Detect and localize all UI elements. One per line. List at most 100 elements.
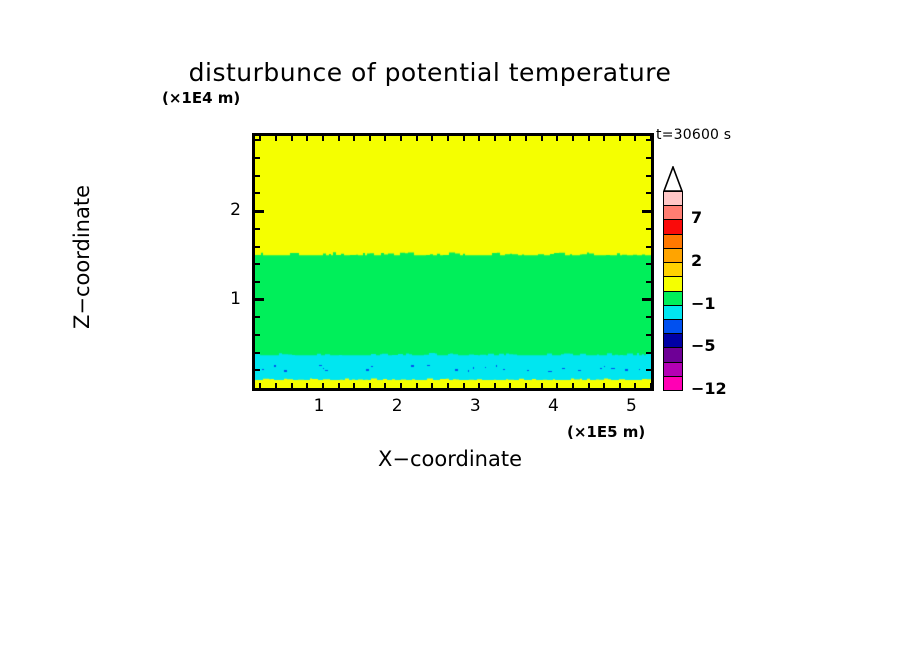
x-tick-label: 2 [391,396,403,416]
tick-mark [646,351,651,354]
tick-mark [650,136,652,141]
x-tick-label: 5 [626,396,637,416]
tick-mark [571,136,574,141]
tick-mark [493,136,496,141]
tick-mark [275,136,278,141]
tick-mark [255,280,260,283]
tick-mark [384,136,387,141]
tick-mark [646,139,651,142]
tick-mark [493,383,496,388]
tick-mark [462,383,465,388]
tick-mark [431,383,434,388]
tick-mark [290,383,293,388]
tick-mark [646,192,651,195]
tick-mark [642,298,651,302]
contour-field-canvas [255,136,651,388]
colorbar-tick-label: 7 [691,208,703,228]
x-axis-unit-label: (×1E5 m) [567,423,646,441]
tick-mark [571,383,574,388]
y-axis-title: Z−coordinate [70,185,94,329]
tick-mark [556,383,559,388]
colorbar-tick-label: −1 [691,293,716,313]
tick-mark [646,174,651,177]
tick-mark [275,383,278,388]
colorbar-tick-label: 2 [691,251,703,271]
tick-mark [478,383,481,388]
tick-mark [255,157,260,160]
tick-mark [321,136,324,141]
tick-mark [646,316,651,319]
colorbar-tick-label: −5 [691,336,716,356]
tick-mark [259,383,262,388]
tick-mark [255,351,260,354]
y-tick-label: 1 [230,288,241,309]
tick-mark [337,383,340,388]
tick-mark [384,383,387,388]
tick-mark [255,333,260,336]
tick-mark [255,174,260,177]
tick-mark [290,136,293,141]
x-axis-title: X−coordinate [378,447,522,471]
tick-mark [462,136,465,141]
tick-mark [255,192,260,195]
x-tick-label: 4 [547,396,559,416]
tick-mark [431,136,434,141]
tick-mark [255,298,264,302]
contour-field [255,136,651,388]
tick-mark [368,383,371,388]
tick-mark [587,383,590,388]
tick-mark [646,263,651,266]
tick-mark [255,263,260,266]
tick-mark [321,383,324,388]
tick-mark [415,136,418,141]
colorbar-top-arrow [663,166,683,192]
tick-mark [353,136,356,141]
colorbar [663,191,683,392]
tick-mark [446,383,449,388]
tick-mark [368,136,371,141]
tick-mark [540,383,543,388]
tick-mark [525,136,528,141]
tick-mark [642,209,651,213]
x-tick-label: 3 [469,396,481,416]
tick-mark [603,383,606,388]
tick-mark [646,333,651,336]
tick-mark [255,369,260,372]
tick-mark [255,209,264,213]
y-tick-label: 2 [230,200,241,221]
tick-mark [646,157,651,160]
tick-mark [255,245,260,248]
tick-mark [650,383,652,388]
tick-mark [509,383,512,388]
x-tick-label: 1 [313,396,325,416]
tick-mark [415,383,418,388]
tick-mark [306,383,309,388]
tick-mark [306,136,309,141]
tick-mark [478,136,481,141]
timestamp-annotation: t=30600 s [656,127,732,143]
tick-mark [646,369,651,372]
tick-mark [353,383,356,388]
page-title: disturbunce of potential temperature [188,58,672,87]
tick-mark [587,136,590,141]
tick-mark [646,245,651,248]
tick-mark [603,136,606,141]
tick-mark [646,280,651,283]
tick-mark [255,139,260,142]
tick-mark [618,383,621,388]
y-axis-unit-label: (×1E4 m) [162,89,241,107]
tick-mark [540,136,543,141]
tick-mark [646,227,651,230]
tick-mark [255,227,260,230]
tick-mark [259,136,262,141]
tick-mark [634,383,637,388]
colorbar-segment [663,375,683,392]
tick-mark [509,136,512,141]
tick-mark [255,316,260,319]
tick-mark [400,383,403,388]
tick-mark [556,136,559,141]
tick-mark [400,136,403,141]
colorbar-tick-label: −12 [691,379,727,398]
tick-mark [525,383,528,388]
tick-mark [634,136,637,141]
